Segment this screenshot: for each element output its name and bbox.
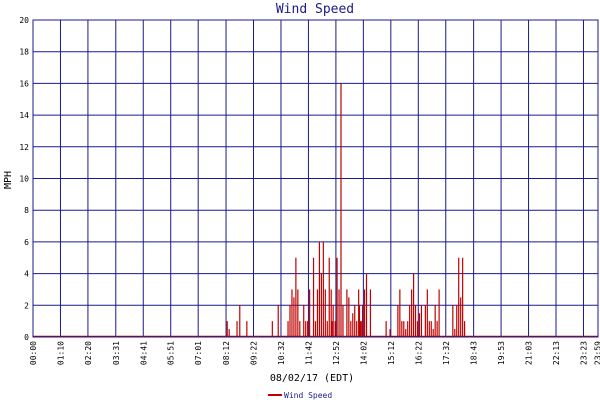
legend-label-wind-speed: Wind Speed: [284, 391, 332, 400]
x-tick-label: 04:41: [139, 341, 148, 365]
y-tick-label: 8: [24, 206, 29, 215]
x-tick-label: 07:01: [194, 341, 203, 365]
y-tick-label: 10: [19, 175, 29, 184]
x-tick-label: 15:12: [387, 341, 396, 365]
y-axis-ticks: 0 2 4 6 8 10 12 14 16 18 20: [19, 16, 29, 342]
x-tick-label: 21:03: [525, 341, 534, 365]
x-tick-label: 03:31: [112, 341, 121, 365]
x-tick-label: 18:43: [470, 341, 479, 365]
y-tick-label: 0: [24, 333, 29, 342]
x-tick-label: 22:13: [552, 341, 561, 365]
y-tick-label: 14: [19, 111, 29, 120]
x-tick-label: 23:23: [579, 341, 588, 365]
x-tick-label: 05:51: [167, 341, 176, 365]
y-tick-label: 2: [24, 301, 29, 310]
x-tick-label: 10:32: [277, 341, 286, 365]
x-tick-label: 09:22: [250, 341, 259, 365]
chart-title: Wind Speed: [276, 2, 354, 17]
x-tick-label: 19:53: [497, 341, 506, 365]
x-tick-label: 01:10: [56, 341, 65, 365]
x-tick-label: 00:00: [29, 341, 38, 365]
x-tick-label: 08:12: [222, 341, 231, 365]
plot-frame: [32, 19, 599, 338]
y-tick-label: 12: [19, 143, 29, 152]
x-tick-label: 12:52: [332, 341, 341, 365]
x-tick-label: 14:02: [359, 341, 368, 365]
y-tick-label: 16: [19, 79, 29, 88]
y-tick-label: 6: [24, 238, 29, 247]
x-axis-label: 08/02/17 (EDT): [270, 373, 354, 384]
x-axis-ticks: 00:00 01:10 02:20 03:31 04:41 05:51 07:01 08:12…: [29, 341, 600, 365]
y-tick-label: 4: [24, 270, 29, 279]
chart-legend: Wind Speed: [268, 391, 332, 400]
y-tick-label: 18: [19, 48, 29, 57]
x-tick-label: 11:42: [304, 341, 313, 365]
x-tick-label: 16:22: [414, 341, 423, 365]
x-tick-label: 02:20: [84, 341, 93, 365]
chart-grid: [32, 19, 599, 338]
x-tick-label: 23:59: [594, 341, 600, 365]
y-tick-label: 20: [19, 16, 29, 25]
y-axis-label: MPH: [3, 171, 14, 189]
x-tick-label: 17:32: [442, 341, 451, 365]
